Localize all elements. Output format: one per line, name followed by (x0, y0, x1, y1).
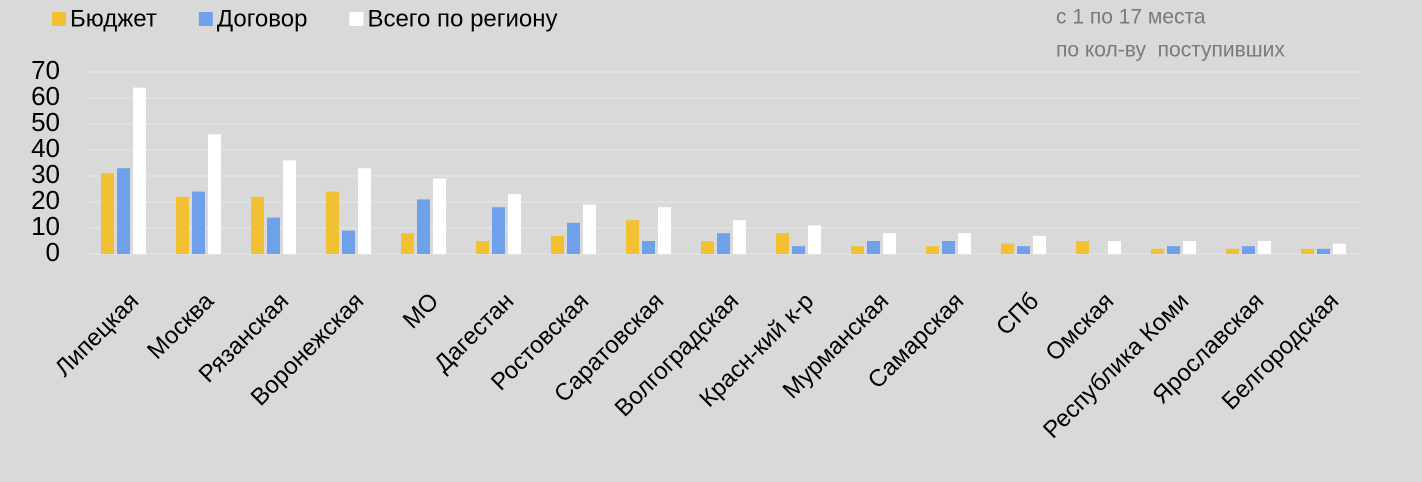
bar (1242, 246, 1255, 254)
bar (476, 241, 489, 254)
bar (642, 241, 655, 254)
bar (1108, 241, 1121, 254)
y-tick-label: 40 (31, 133, 60, 163)
bar (401, 233, 414, 254)
bar (583, 204, 596, 254)
y-tick-label: 0 (46, 237, 60, 267)
bar (867, 241, 880, 254)
legend-swatch (52, 12, 66, 26)
bar (176, 196, 189, 254)
bar (733, 220, 746, 254)
bar (192, 191, 205, 254)
y-tick-label: 60 (31, 81, 60, 111)
annotation: по кол-ву поступивших (1056, 39, 1285, 62)
bar (208, 134, 221, 254)
bar (326, 191, 339, 254)
bar (433, 178, 446, 254)
bar (133, 87, 146, 254)
bar (492, 207, 505, 254)
bar (1183, 241, 1196, 254)
bar (1076, 241, 1089, 254)
bar (117, 168, 130, 254)
bar (342, 230, 355, 254)
legend-label: Бюджет (70, 5, 157, 32)
legend-swatch (349, 12, 364, 26)
bar (101, 173, 114, 254)
bar (626, 220, 639, 254)
y-tick-label: 50 (31, 107, 60, 137)
legend-label: Договор (217, 5, 308, 32)
bar (251, 196, 264, 254)
bar (1033, 235, 1046, 254)
legend-label: Всего по региону (367, 5, 557, 32)
legend-swatch (198, 12, 213, 26)
bar (1301, 248, 1314, 254)
bar (717, 233, 730, 254)
bar (942, 241, 955, 254)
annotation: с 1 по 17 места (1056, 6, 1206, 29)
bar (792, 246, 805, 254)
bar (1151, 248, 1164, 254)
y-tick-label: 30 (31, 159, 60, 189)
y-tick-label: 10 (31, 211, 60, 241)
bar (1017, 246, 1030, 254)
bar (1001, 243, 1014, 254)
bar (508, 194, 521, 254)
bar (958, 233, 971, 254)
bar (808, 225, 821, 254)
bar (1167, 246, 1180, 254)
bar (267, 217, 280, 254)
bar (1317, 248, 1330, 254)
bar (283, 160, 296, 254)
y-tick-label: 70 (31, 55, 60, 85)
bar (851, 246, 864, 254)
bar (1333, 243, 1346, 254)
bar (567, 222, 580, 254)
bar (926, 246, 939, 254)
y-tick-label: 20 (31, 185, 60, 215)
bar (551, 235, 564, 254)
bar (417, 199, 430, 254)
bar (1226, 248, 1239, 254)
bar (701, 241, 714, 254)
bar (1258, 241, 1271, 254)
bar (658, 207, 671, 254)
bar (883, 233, 896, 254)
bar (776, 233, 789, 254)
bar (358, 168, 371, 254)
